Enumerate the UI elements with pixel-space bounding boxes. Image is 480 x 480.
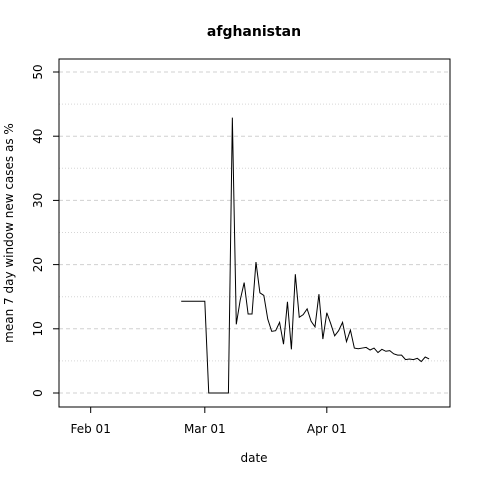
- y-axis: 0 10 20 30 40 50: [31, 64, 59, 397]
- y-axis-label: mean 7 day window new cases as %: [2, 123, 16, 343]
- series-line: [181, 117, 430, 394]
- x-tick-label-0: Feb 01: [71, 422, 111, 436]
- y-tick-label-0: 0: [31, 389, 45, 397]
- x-tick-label-2: Apr 01: [307, 422, 347, 436]
- x-axis: Feb 01 Mar 01 Apr 01: [71, 407, 347, 436]
- y-tick-label-3: 30: [31, 193, 45, 208]
- x-axis-label: date: [240, 451, 267, 465]
- plot-frame: [58, 58, 451, 408]
- y-tick-label-5: 50: [31, 64, 45, 79]
- x-tick-label-1: Mar 01: [184, 422, 226, 436]
- y-tick-label-2: 20: [31, 257, 45, 272]
- y-tick-label-1: 10: [31, 321, 45, 336]
- y-tick-label-4: 40: [31, 129, 45, 144]
- chart-title: afghanistan: [207, 24, 301, 40]
- grid: [59, 71, 450, 394]
